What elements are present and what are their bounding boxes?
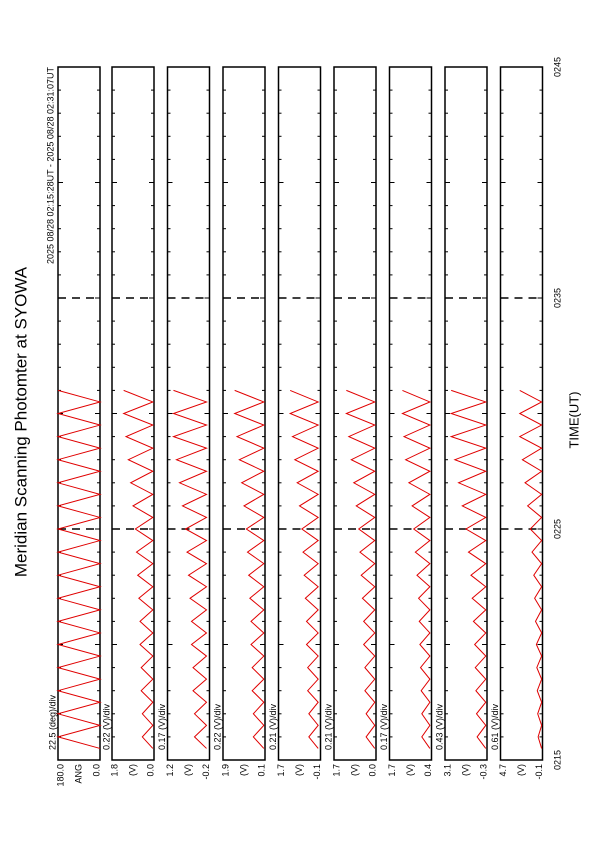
- y-tick-label: -0.3: [478, 764, 488, 780]
- y-tick-label: -0.1: [312, 764, 322, 780]
- scale-label: 0.22 (V)/div: [101, 703, 111, 750]
- rotated-plot: Meridian Scanning Photomter at SYOWA 202…: [11, 57, 581, 787]
- y-tick-label: 1.2: [165, 764, 175, 777]
- y-unit: (V): [294, 764, 304, 776]
- y-tick-label: 1.9: [220, 764, 230, 777]
- scale-label: 0.21 (V)/div: [268, 703, 278, 750]
- x-tick-label: 0245: [552, 57, 562, 77]
- scale-label: 22.5 (deg)/div: [47, 694, 57, 750]
- trace: [288, 389, 320, 749]
- scale-label: 0.43 (V)/div: [434, 703, 444, 750]
- x-tick-label: 0215: [552, 750, 562, 770]
- y-unit: (V): [405, 764, 415, 776]
- scale-label: 0.22 (V)/div: [212, 703, 222, 750]
- y-tick-label: 0.0: [367, 764, 377, 777]
- y-unit: (V): [127, 764, 137, 776]
- panel-frame: [111, 66, 155, 761]
- y-tick-label: -0.2: [201, 764, 211, 780]
- scale-label: 0.21 (V)/div: [323, 703, 333, 750]
- panel-frame: [222, 66, 266, 761]
- y-unit: (V): [183, 764, 193, 776]
- y-tick-label: 0.1: [256, 764, 266, 777]
- trace: [345, 389, 377, 749]
- y-tick-label: -0.1: [534, 764, 544, 780]
- y-tick-label: 180.0: [55, 764, 65, 787]
- trace: [518, 389, 543, 749]
- chart-title: Meridian Scanning Photomter at SYOWA: [11, 266, 30, 577]
- y-tick-label: 1.7: [387, 764, 397, 777]
- panel-frame: [57, 66, 101, 761]
- y-tick-label: 0.4: [423, 764, 433, 777]
- y-tick-label: 4.7: [498, 764, 508, 777]
- trace: [401, 389, 432, 749]
- y-tick-label: 3.1: [442, 764, 452, 777]
- scale-label: 0.61 (V)/div: [490, 703, 500, 750]
- y-tick-label: 0.0: [91, 764, 101, 777]
- y-tick-label: 1.8: [109, 764, 119, 777]
- x-tick-label: 0225: [552, 519, 562, 539]
- x-axis-label: TIME(UT): [566, 391, 581, 448]
- y-unit: ANG: [73, 764, 83, 784]
- panel-frame: [333, 66, 377, 761]
- y-tick-label: 0.0: [145, 764, 155, 777]
- x-tick-label: 0235: [552, 288, 562, 308]
- y-unit: (V): [349, 764, 359, 776]
- trace: [122, 389, 155, 749]
- y-unit: (V): [516, 764, 526, 776]
- trace: [233, 389, 266, 749]
- y-tick-label: 1.7: [276, 764, 286, 777]
- y-unit: (V): [238, 764, 248, 776]
- panel-frame: [499, 66, 544, 761]
- trace: [56, 389, 102, 749]
- y-unit: (V): [460, 764, 470, 776]
- panel-frame: [388, 66, 433, 761]
- trace: [449, 389, 488, 749]
- scale-label: 0.17 (V)/div: [379, 703, 389, 750]
- trace: [171, 389, 209, 749]
- y-tick-label: 1.7: [331, 764, 341, 777]
- scale-label: 0.17 (V)/div: [157, 703, 167, 750]
- chart-subtitle: 2025 08/28 02:15:28UT - 2025 08/28 02:31…: [45, 67, 55, 264]
- panel-frame: [277, 66, 322, 761]
